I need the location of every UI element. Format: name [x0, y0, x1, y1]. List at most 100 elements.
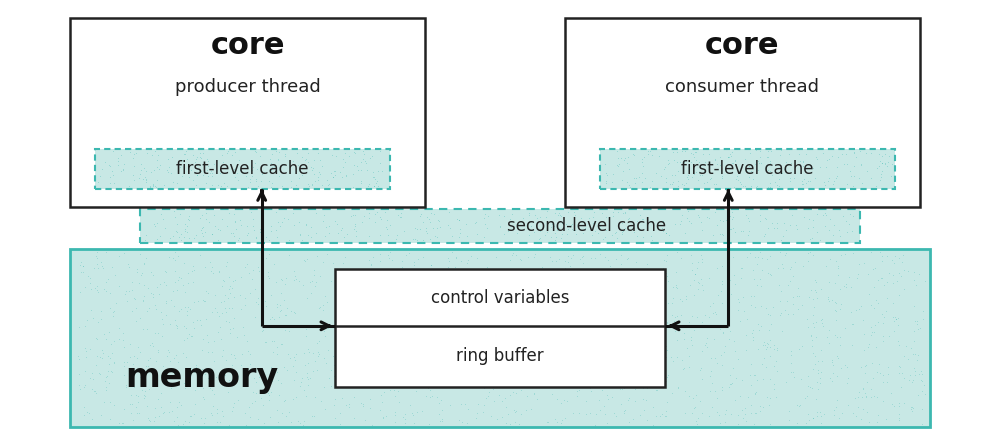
Point — [75, 268, 91, 275]
Point — [476, 287, 492, 295]
Point — [391, 380, 407, 387]
Point — [286, 222, 302, 229]
Point — [195, 384, 211, 391]
Point — [735, 415, 751, 422]
Point — [207, 291, 223, 299]
Point — [815, 211, 831, 218]
Point — [722, 380, 738, 388]
Point — [493, 317, 509, 324]
Point — [307, 178, 323, 185]
Point — [864, 360, 880, 367]
Point — [272, 222, 288, 229]
Point — [868, 343, 884, 350]
Point — [204, 412, 220, 419]
Point — [465, 373, 481, 380]
Point — [613, 400, 629, 408]
Point — [261, 178, 277, 185]
Point — [304, 182, 320, 189]
Point — [250, 294, 266, 301]
Point — [520, 267, 536, 274]
Point — [158, 298, 174, 305]
Point — [187, 401, 203, 408]
Point — [491, 342, 507, 349]
Point — [373, 380, 389, 387]
Point — [346, 393, 362, 400]
Point — [260, 273, 276, 280]
Point — [694, 410, 710, 417]
Point — [543, 321, 559, 328]
Point — [289, 150, 305, 157]
Point — [541, 283, 557, 291]
Point — [752, 217, 768, 224]
Point — [605, 320, 621, 327]
Point — [686, 153, 702, 160]
Point — [276, 162, 292, 169]
Point — [292, 231, 308, 238]
Point — [299, 374, 315, 381]
Point — [547, 381, 563, 388]
Point — [588, 411, 604, 418]
Point — [416, 337, 432, 344]
Point — [394, 257, 410, 264]
Point — [494, 324, 510, 331]
Point — [246, 227, 262, 234]
Point — [420, 385, 436, 392]
Point — [79, 317, 95, 324]
Point — [887, 314, 903, 321]
Point — [300, 376, 316, 383]
Point — [244, 399, 260, 406]
Point — [755, 403, 771, 410]
Point — [724, 149, 740, 156]
Point — [608, 413, 624, 420]
Point — [316, 383, 332, 390]
Point — [384, 256, 400, 263]
Point — [785, 272, 801, 279]
Point — [177, 227, 193, 235]
Point — [458, 327, 474, 334]
Point — [615, 228, 631, 235]
Point — [361, 291, 377, 298]
Point — [619, 269, 635, 276]
Point — [599, 352, 615, 359]
Point — [219, 182, 235, 189]
Point — [193, 321, 209, 328]
Point — [372, 213, 388, 220]
Point — [800, 258, 816, 265]
Point — [105, 308, 121, 316]
Point — [562, 266, 578, 273]
Point — [187, 386, 203, 393]
Point — [717, 411, 733, 418]
Point — [548, 328, 564, 335]
Point — [452, 225, 468, 232]
Point — [94, 166, 110, 173]
Point — [357, 416, 373, 423]
Point — [800, 178, 816, 185]
Point — [526, 389, 542, 396]
Point — [674, 298, 690, 305]
Point — [242, 290, 258, 297]
Point — [808, 395, 824, 402]
Point — [749, 376, 765, 384]
Point — [577, 278, 593, 285]
Point — [687, 270, 703, 277]
Point — [782, 278, 798, 285]
Point — [273, 168, 289, 175]
Point — [670, 183, 686, 190]
Point — [191, 381, 207, 388]
Point — [384, 266, 400, 273]
Point — [200, 339, 216, 346]
Point — [625, 150, 641, 158]
Point — [868, 296, 884, 303]
Point — [71, 371, 87, 378]
Point — [145, 183, 161, 190]
Point — [583, 255, 599, 262]
Point — [750, 158, 766, 165]
Point — [268, 365, 284, 372]
Point — [497, 274, 513, 281]
Point — [442, 401, 458, 409]
Point — [226, 233, 242, 240]
Point — [295, 421, 311, 428]
Point — [851, 388, 867, 396]
Point — [392, 214, 408, 221]
Point — [728, 175, 744, 182]
